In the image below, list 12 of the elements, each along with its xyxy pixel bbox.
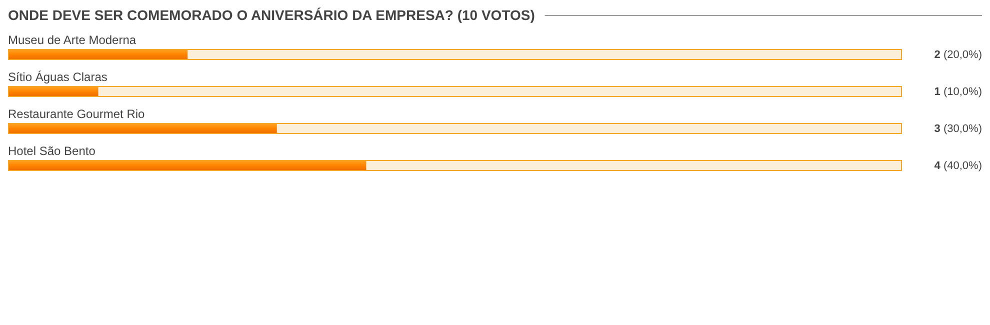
bar	[9, 124, 277, 133]
bar	[9, 87, 98, 96]
y-tick-label: Hotel São Bento	[8, 144, 96, 158]
data-label: 4 (40,0%)	[934, 160, 982, 172]
data-label: 2 (20,0%)	[934, 49, 982, 61]
y-tick-label: Sítio Águas Claras	[8, 70, 108, 84]
bar	[9, 50, 188, 59]
data-label: 3 (30,0%)	[934, 123, 982, 135]
data-label: 1 (10,0%)	[934, 86, 982, 98]
chart-title: ONDE DEVE SER COMEMORADO O ANIVERSÁRIO DA EMPRESA? (10 VOTOS)	[8, 7, 535, 23]
y-tick-label: Restaurante Gourmet Rio	[8, 107, 146, 121]
y-tick-label: Museu de Arte Moderna	[8, 33, 136, 47]
